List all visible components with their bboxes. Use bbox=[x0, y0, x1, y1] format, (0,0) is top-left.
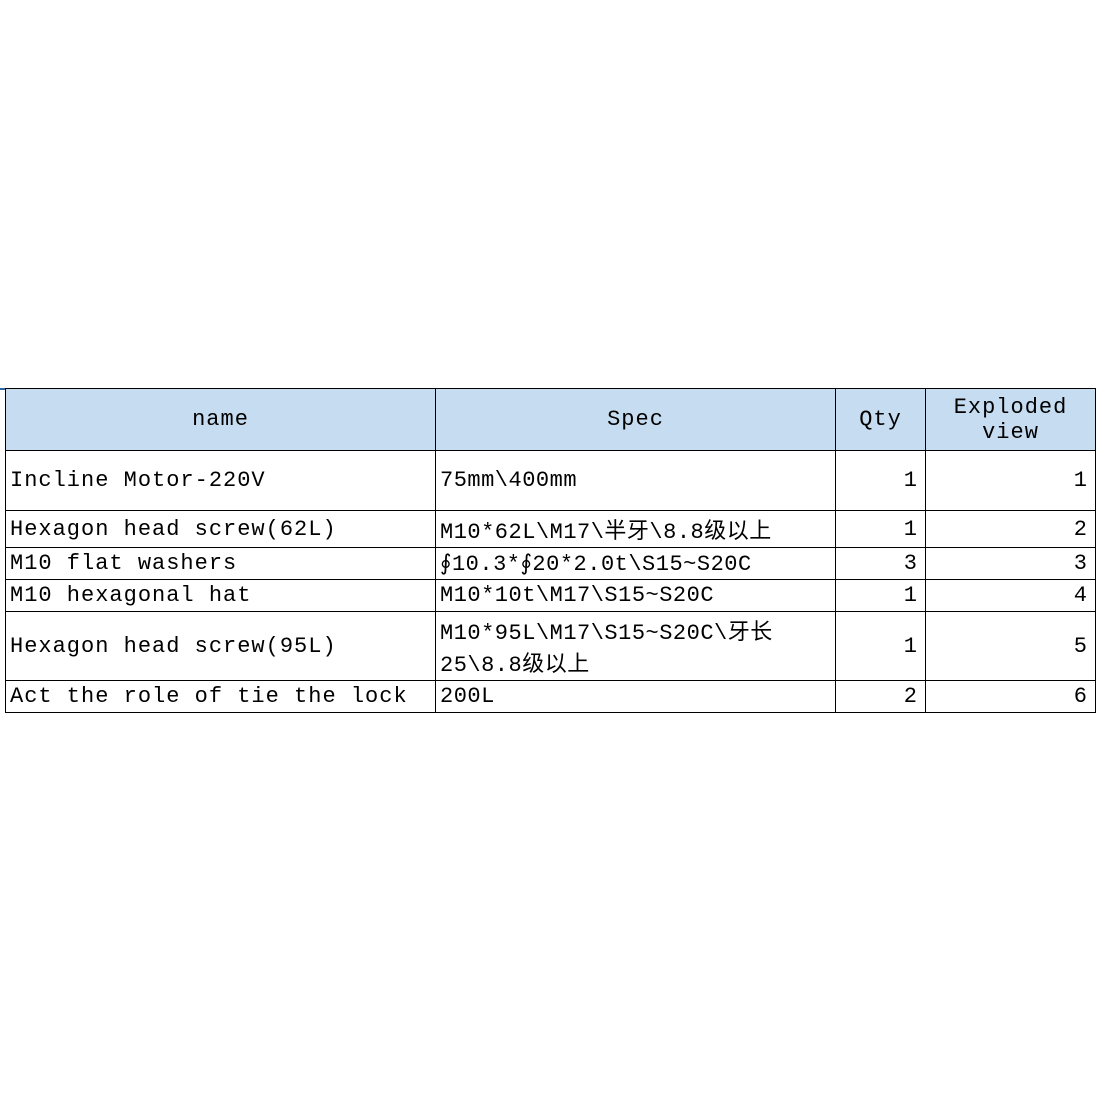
cell-spec: 75mm\400mm bbox=[436, 451, 836, 511]
cell-qty: 1 bbox=[836, 511, 926, 548]
table-row: M10 hexagonal hat M10*10t\M17\S15~S20C 1… bbox=[6, 580, 1096, 612]
cell-exploded-view: 1 bbox=[926, 451, 1096, 511]
cell-spec: 200L bbox=[436, 681, 836, 713]
table-header-row: name Spec Qty Exploded view bbox=[6, 389, 1096, 451]
col-header-exploded-view: Exploded view bbox=[926, 389, 1096, 451]
cell-exploded-view: 6 bbox=[926, 681, 1096, 713]
table-row: Hexagon head screw(62L) M10*62L\M17\半牙\8… bbox=[6, 511, 1096, 548]
cell-name: Incline Motor-220V bbox=[6, 451, 436, 511]
table-row: Incline Motor-220V 75mm\400mm 1 1 bbox=[6, 451, 1096, 511]
cell-qty: 1 bbox=[836, 580, 926, 612]
table-row: M10 flat washers ∮10.3*∮20*2.0t\S15~S20C… bbox=[6, 548, 1096, 580]
cell-name: Hexagon head screw(62L) bbox=[6, 511, 436, 548]
cell-name: Hexagon head screw(95L) bbox=[6, 612, 436, 681]
parts-table-container: name Spec Qty Exploded view Incline Moto… bbox=[5, 388, 1095, 713]
cell-exploded-view: 4 bbox=[926, 580, 1096, 612]
cell-name: Act the role of tie the lock bbox=[6, 681, 436, 713]
cell-qty: 1 bbox=[836, 612, 926, 681]
table-row: Hexagon head screw(95L) M10*95L\M17\S15~… bbox=[6, 612, 1096, 681]
cell-spec: M10*62L\M17\半牙\8.8级以上 bbox=[436, 511, 836, 548]
cell-exploded-view: 3 bbox=[926, 548, 1096, 580]
parts-table: name Spec Qty Exploded view Incline Moto… bbox=[5, 388, 1096, 713]
cell-exploded-view: 2 bbox=[926, 511, 1096, 548]
col-header-spec: Spec bbox=[436, 389, 836, 451]
cell-qty: 2 bbox=[836, 681, 926, 713]
table-row: Act the role of tie the lock 200L 2 6 bbox=[6, 681, 1096, 713]
cell-spec: M10*10t\M17\S15~S20C bbox=[436, 580, 836, 612]
cell-name: M10 hexagonal hat bbox=[6, 580, 436, 612]
col-header-name: name bbox=[6, 389, 436, 451]
cell-qty: 1 bbox=[836, 451, 926, 511]
cell-spec: ∮10.3*∮20*2.0t\S15~S20C bbox=[436, 548, 836, 580]
cell-spec: M10*95L\M17\S15~S20C\牙长25\8.8级以上 bbox=[436, 612, 836, 681]
cell-qty: 3 bbox=[836, 548, 926, 580]
cell-name: M10 flat washers bbox=[6, 548, 436, 580]
col-header-qty: Qty bbox=[836, 389, 926, 451]
cell-exploded-view: 5 bbox=[926, 612, 1096, 681]
